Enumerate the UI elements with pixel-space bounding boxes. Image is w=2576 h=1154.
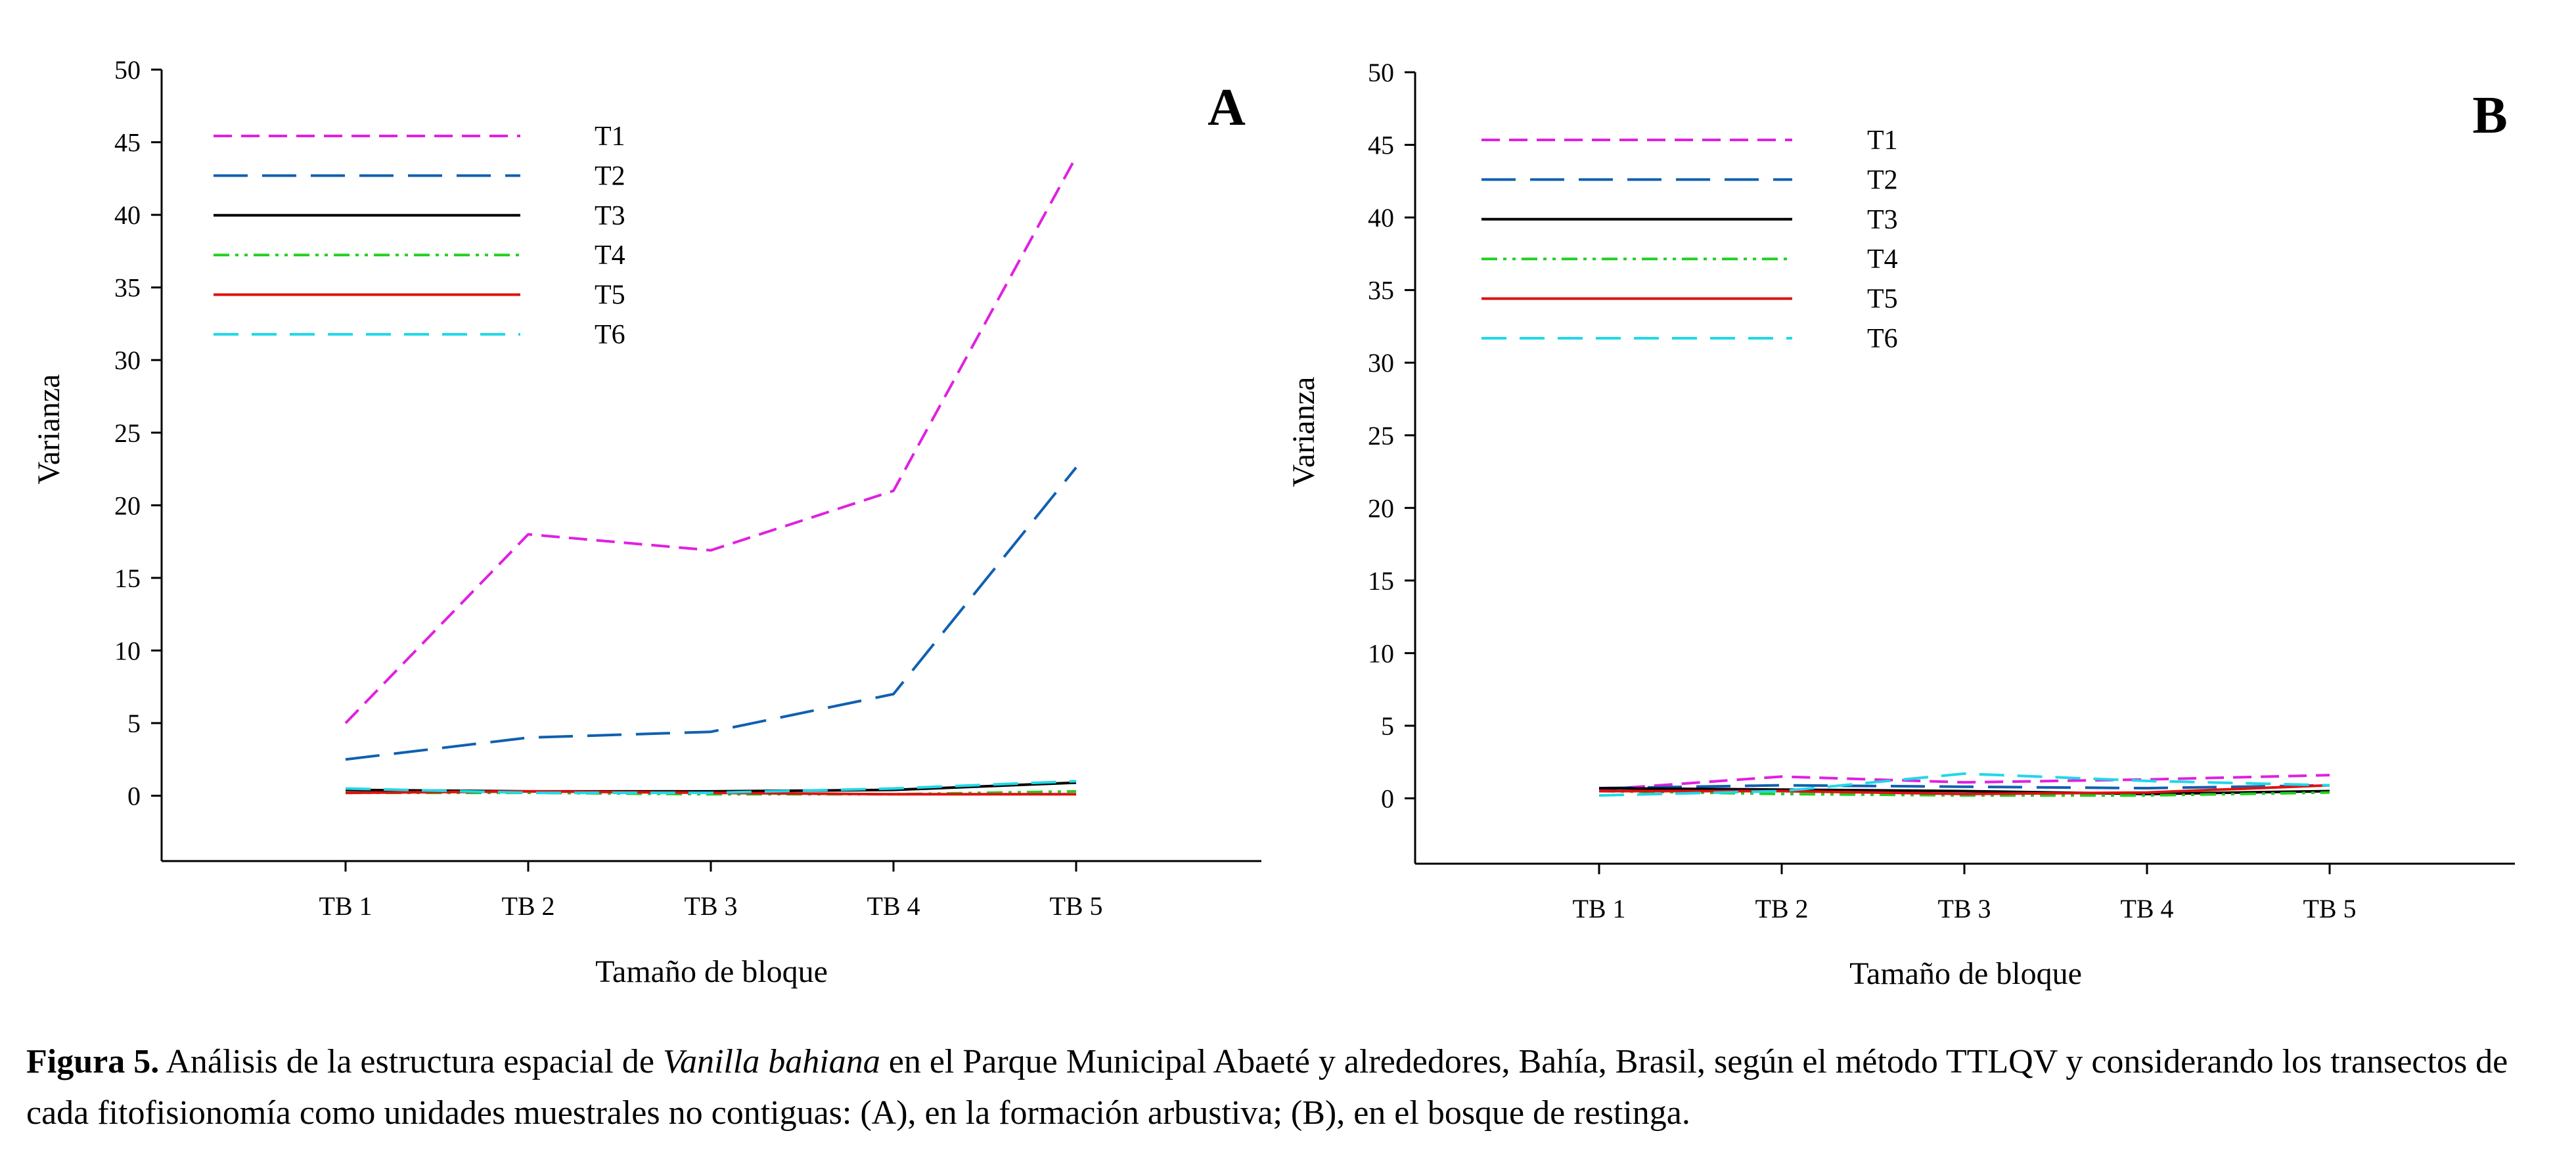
panel-a-ytick-label: 10 (114, 636, 141, 665)
panel-b-y-axis-title: Varianza (1286, 377, 1321, 487)
panel-a-y-axis-title: Varianza (32, 374, 66, 485)
panel-a-ytick-label: 30 (114, 345, 141, 375)
panel-a-ytick-label: 15 (114, 564, 141, 593)
panel-b-xtick-label: TB 2 (1755, 894, 1808, 923)
panel-a-legend-label-t6: T6 (595, 320, 625, 350)
panel-a-series-t2 (345, 466, 1077, 761)
panel-b-series-t1 (1598, 774, 2330, 791)
panel-b-ytick-label: 5 (1381, 711, 1394, 741)
caption-text-before: Análisis de la estructura espacial de (159, 1043, 663, 1080)
caption-text-after: en el Parque Municipal Abaeté y alrededo… (26, 1043, 2508, 1132)
panel-a-ytick-label: 45 (114, 128, 141, 158)
panel-b-series-t3 (1598, 787, 2330, 795)
panel-a-xtick-label: TB 5 (1049, 891, 1102, 921)
panel-b-legend-label-t6: T6 (1867, 324, 1898, 354)
panel-b-xtick-label: TB 5 (2303, 894, 2356, 923)
panel-b-legend: T1 T2 T3 T4 T5 T6 (1481, 125, 1898, 354)
panel-b-xtick-label: TB 1 (1572, 894, 1625, 923)
panel-a-legend-label-t5: T5 (595, 280, 625, 311)
panel-a-ytick-label: 20 (114, 491, 141, 520)
panel-b-ytick-label: 40 (1368, 203, 1394, 233)
panel-a-xtick-label: TB 2 (501, 891, 554, 921)
panel-b-series-t2 (1598, 784, 2330, 790)
panel-a-series-t6 (345, 780, 1077, 795)
panel-a-xtick-label: TB 1 (319, 891, 372, 921)
caption-species: Vanilla bahiana (662, 1043, 880, 1080)
panel-a-xtick-label: TB 3 (684, 891, 737, 921)
panel-b-ytick-label: 30 (1368, 348, 1394, 378)
panel-b-ytick-label: 10 (1368, 638, 1394, 668)
panel-b-legend-label-t5: T5 (1867, 284, 1898, 315)
panel-b-xtick-label: TB 4 (2120, 894, 2173, 923)
panel-a-ytick-label: 5 (127, 709, 141, 738)
figure-caption: Figura 5. Análisis de la estructura espa… (26, 1036, 2556, 1139)
panel-b-ytick-label: 25 (1368, 421, 1394, 451)
panel-b-ytick-label: 50 (1368, 58, 1394, 87)
caption-label: Figura 5. (26, 1043, 160, 1080)
panel-a-legend: T1 T2 T3 T4 T5 T6 (214, 122, 625, 350)
panel-a-series-t1 (344, 156, 1077, 724)
panel-b-legend-label-t1: T1 (1867, 125, 1898, 156)
panel-a-legend-label-t3: T3 (595, 201, 625, 231)
panel-b-series-t6 (1598, 772, 2330, 797)
panel-b-x-axis-title: Tamaño de bloque (1849, 956, 2082, 991)
chart-panel-b: 0 5 10 15 20 25 30 35 40 45 50 TB 1 TB 2 TB 3 TB 4 TB 5… (1286, 58, 2515, 991)
panel-a-legend-label-t2: T2 (595, 161, 625, 191)
panel-a-ytick-label: 25 (114, 418, 141, 448)
panel-b-ytick-label: 15 (1368, 566, 1394, 596)
panel-a-letter: A (1208, 79, 1246, 137)
panel-a-series-t3 (345, 781, 1077, 793)
panel-a-legend-label-t1: T1 (595, 122, 625, 152)
panel-b-xtick-label: TB 3 (1937, 894, 1991, 923)
panel-a-x-axis-title: Tamaño de bloque (595, 954, 828, 989)
panel-b-legend-label-t4: T4 (1867, 244, 1898, 275)
panel-b-ytick-label: 0 (1381, 784, 1394, 814)
panel-a-ytick-label: 50 (114, 55, 141, 85)
panel-b-ytick-label: 35 (1368, 276, 1394, 305)
panel-b-legend-label-t3: T3 (1867, 205, 1898, 235)
panel-a-ytick-label: 40 (114, 200, 141, 230)
panel-b-legend-label-t2: T2 (1867, 165, 1898, 195)
panel-b-letter: B (2472, 87, 2507, 144)
panel-a-ytick-label: 35 (114, 273, 141, 303)
panel-b-series-t5 (1599, 784, 2330, 795)
panel-a-legend-label-t4: T4 (595, 240, 625, 271)
panel-a-ytick-label: 0 (127, 782, 141, 811)
panel-b-ytick-label: 45 (1368, 131, 1394, 160)
panel-b-ytick-label: 20 (1368, 493, 1394, 523)
chart-panel-a: 0 5 10 15 20 25 30 35 40 45 50 TB 1 TB 2 TB 3 TB 4 TB 5… (32, 55, 1261, 989)
panel-a-xtick-label: TB 4 (867, 891, 920, 921)
